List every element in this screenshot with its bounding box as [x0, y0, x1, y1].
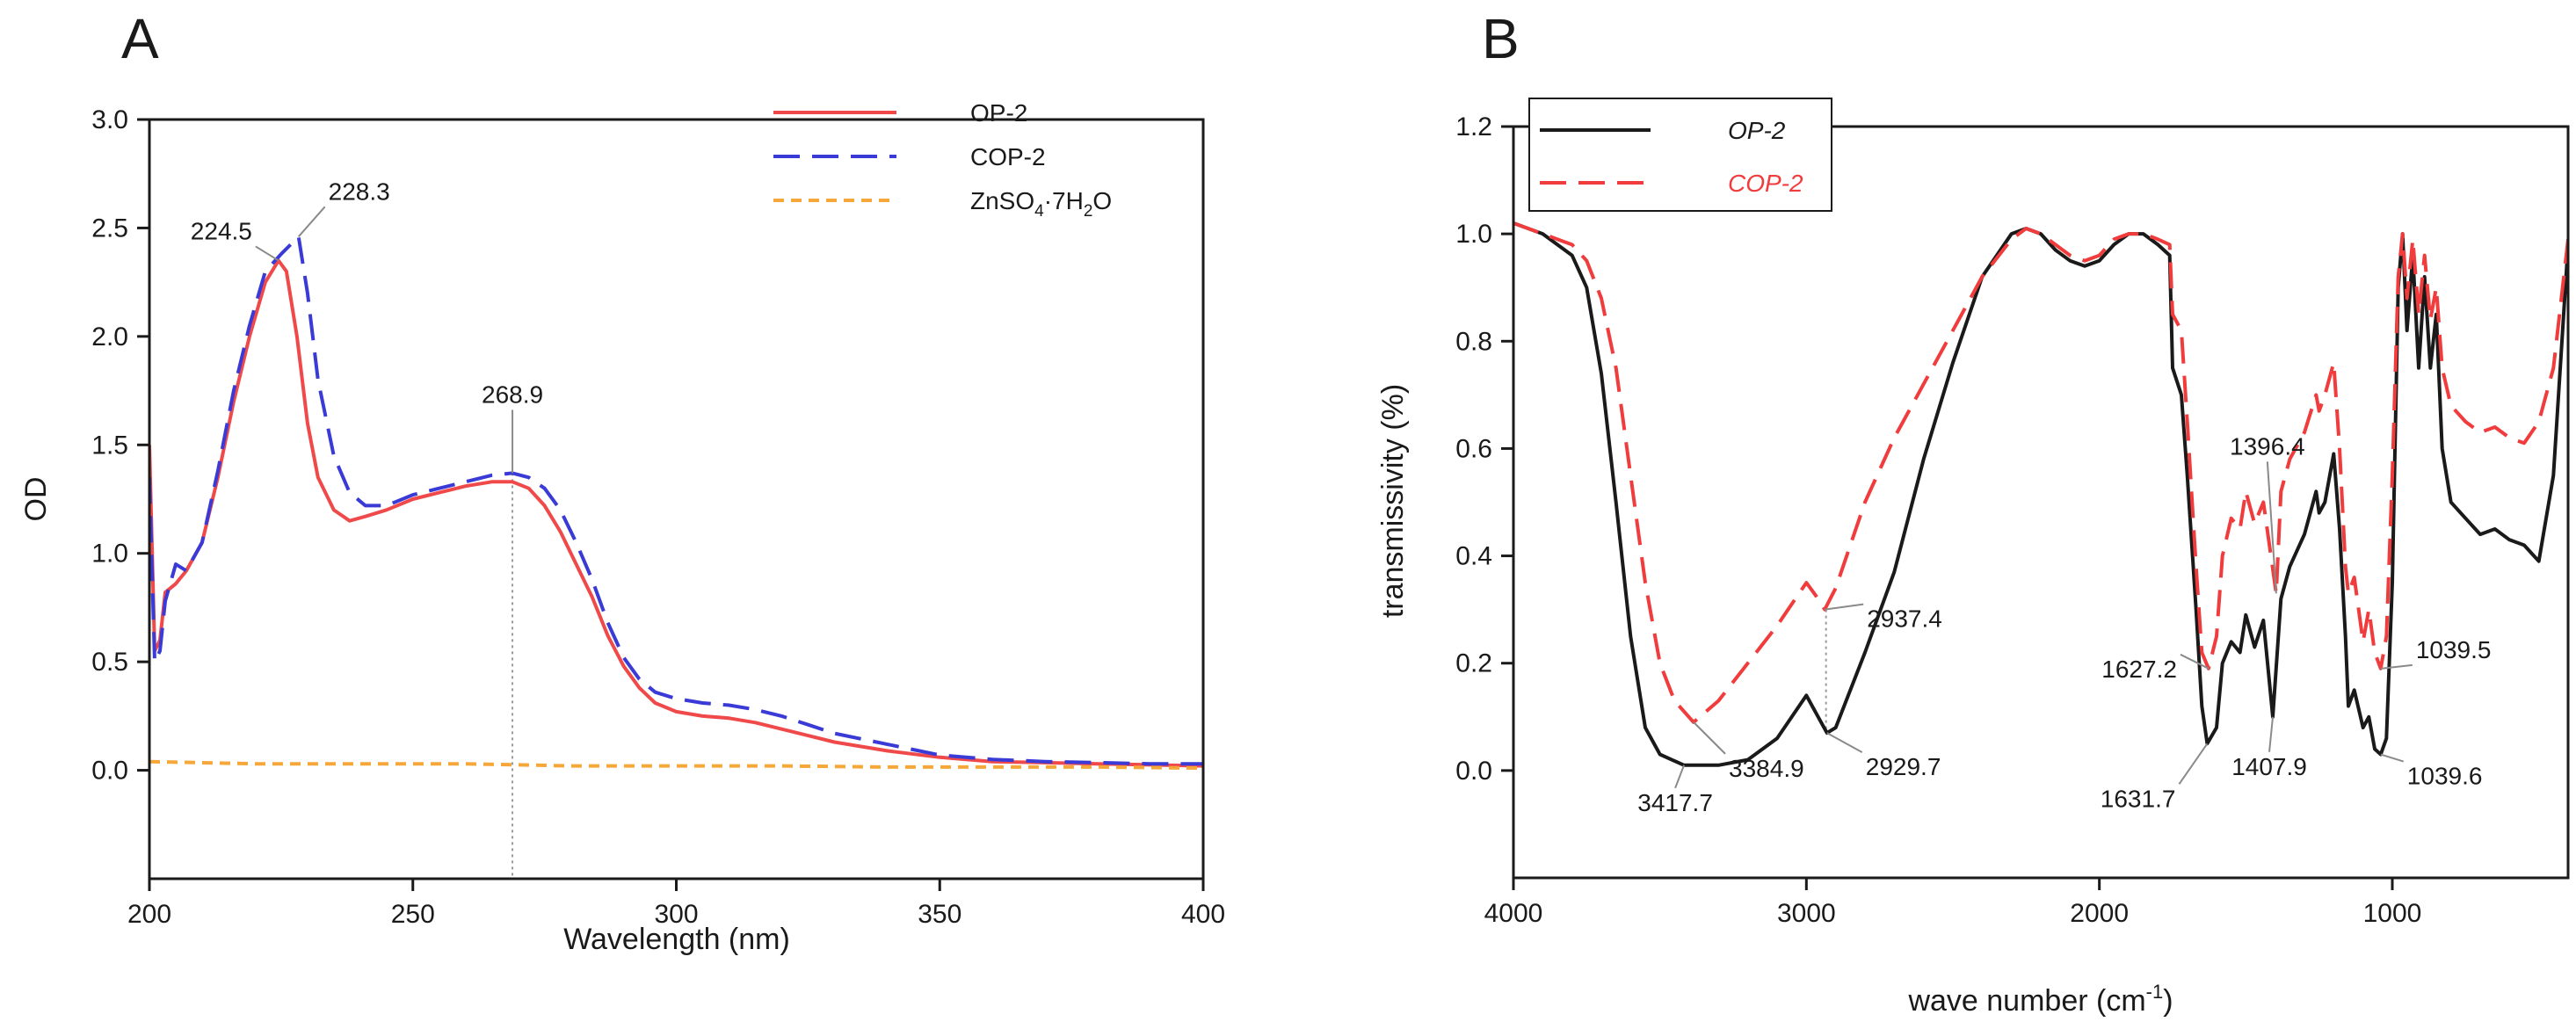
panel-b-annotation-leader [2268, 716, 2275, 752]
panel-a-annotation-leader [297, 206, 326, 237]
panel-a-annotation-label: 268.9 [482, 380, 543, 408]
panel-b-y-tick-label: 0.2 [1455, 649, 1492, 678]
panel-b-frame [1512, 125, 2570, 880]
panel-b-y-tick-label: 0.8 [1455, 327, 1492, 356]
panel-a-annotation-leader [255, 245, 279, 262]
panel-a-annotation-label: 224.5 [191, 217, 252, 244]
panel-b-annotations: 3417.7 3384.9 2929.7 2937.4 1627.2 1631.7 1396… [1637, 432, 2491, 815]
panel-b-annotation-leader [1825, 603, 1864, 611]
panel-a-x-tick-label: 350 [918, 900, 961, 929]
panel-b-x-tick-label: 1000 [2363, 899, 2422, 928]
panel-b-annotation-leader [1826, 732, 1863, 753]
panel-a-y-axis-title: OD [19, 477, 53, 522]
panel-a-y-ticks: 0.0 0.5 1.0 1.5 2.0 2.5 3.0 [91, 105, 149, 786]
panel-a-x-tick-label: 300 [654, 900, 698, 929]
panel-a-plot-area [149, 235, 1203, 879]
panel-b-annotation-leader [1693, 721, 1726, 755]
panel-b-y-tick-label: 1.0 [1455, 220, 1492, 249]
panel-b-x-tick-label: 4000 [1484, 899, 1543, 928]
panel-b-y-tick-label: 1.2 [1455, 112, 1492, 141]
panel-b: B 4000 3000 2000 1000 0.0 0.2 0.4 0.6 0.8 1.0 1.2… [1376, 7, 2570, 1018]
panel-b-plot-area [1513, 221, 2568, 767]
panel-b-annotation-leader [2178, 743, 2209, 785]
panel-a-y-tick-label: 0.5 [91, 648, 128, 677]
panel-b-y-axis-title: transmissivity (%) [1376, 384, 1410, 618]
panel-b-annotation-label: 3417.7 [1637, 789, 1713, 816]
panel-b-legend-box [1528, 98, 1832, 212]
panel-b-annotation-leader [2380, 753, 2405, 763]
panel-b-annotation-leader [2266, 461, 2277, 594]
panel-a-y-tick-label: 1.0 [91, 540, 128, 569]
panel-a-x-axis-title: Wavelength (nm) [563, 923, 790, 956]
panel-a-x-tick-label: 400 [1181, 900, 1225, 929]
panel-a-annotation-label: 228.3 [329, 178, 390, 205]
panel-b-annotation-label: 1407.9 [2231, 753, 2307, 780]
panel-b-series-cop-2 [1513, 221, 2568, 724]
panel-a-y-tick-label: 0.0 [91, 757, 128, 786]
panel-a-annotations: 224.5 228.3 268.9 [191, 178, 543, 474]
panel-a: A 200 250 300 350 400 0.00.51.01.52.02.53.0 … [19, 7, 1225, 956]
panel-b-x-axis-title: wave number (cm-1) [1907, 981, 2173, 1018]
panel-b-y-ticks: 0.0 0.2 0.4 0.6 0.8 1.0 1.2 [1455, 112, 1513, 786]
legend-label-cop2: COP-2 [970, 143, 1046, 170]
panel-b-annotation-label: 1396.4 [2230, 432, 2305, 460]
panel-b-x-tick-label: 2000 [2070, 899, 2129, 928]
panel-a-letter: A [121, 7, 159, 70]
panel-a-frame [148, 118, 1205, 880]
panel-b-annotation-label: 1631.7 [2101, 785, 2176, 812]
panel-b-annotation-label: 1627.2 [2101, 656, 2177, 683]
panel-a-y-tick-label: 2.5 [91, 214, 128, 243]
panel-b-legend: OP-2 COP-2 [1528, 98, 1832, 212]
panel-a-series-cop-2 [149, 235, 1203, 766]
panel-a-y-tick-label: 1.5 [91, 431, 128, 460]
panel-b-y-tick-label: 0.4 [1455, 542, 1492, 571]
panel-b-annotation-label: 1039.6 [2407, 763, 2483, 790]
panel-b-annotation-label: 2929.7 [1866, 753, 1941, 780]
panel-b-annotation-label: 2937.4 [1867, 605, 1942, 633]
panel-b-annotation-label: 3384.9 [1729, 755, 1804, 782]
panel-b-x-tick-label: 3000 [1777, 899, 1836, 928]
panel-a-series-op-2 [149, 258, 1203, 768]
panel-b-x-ticks: 4000 3000 2000 1000 [1484, 878, 2422, 928]
panel-b-annotation-leader [2180, 653, 2210, 670]
panel-a-x-ticks: 200 250 300 350 400 [127, 879, 1225, 929]
legend-label-op2-b: OP-2 [1728, 117, 1786, 144]
panel-b-letter: B [1482, 7, 1520, 70]
legend-label-znso4: ZnSO4·7H2O [970, 187, 1112, 221]
panel-b-y-tick-label: 0.6 [1455, 434, 1492, 463]
panel-a-y-tick-label: 3.0 [91, 105, 128, 134]
panel-b-annotation-leader [1674, 765, 1686, 789]
panel-b-y-tick-label: 0.0 [1455, 757, 1492, 786]
panel-b-annotation-label: 1039.5 [2416, 636, 2492, 663]
panel-a-x-tick-label: 200 [127, 900, 171, 929]
panel-a-x-tick-label: 250 [391, 900, 435, 929]
legend-label-cop2-b: COP-2 [1728, 170, 1803, 197]
panel-b-annotation-leader [2380, 663, 2413, 670]
panel-b-series-op-2 [1513, 221, 2568, 767]
panel-a-y-tick-label: 2.0 [91, 322, 128, 351]
legend-label-op2: OP-2 [970, 99, 1027, 127]
panel-a-legend: OP-2 COP-2 ZnSO4·7H2O [773, 99, 1112, 221]
